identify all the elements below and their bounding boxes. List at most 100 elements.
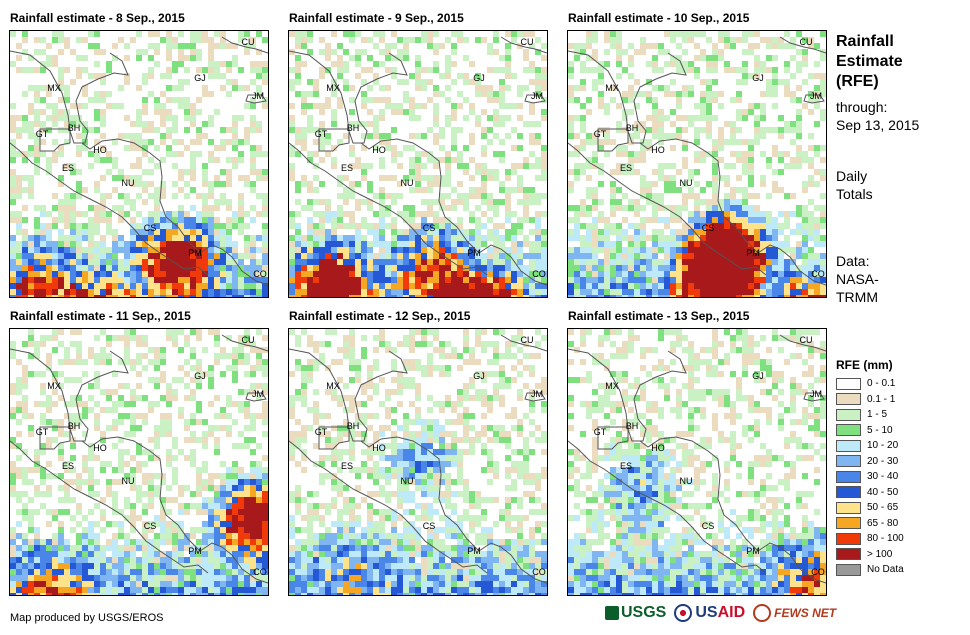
rainfall-cell bbox=[262, 271, 268, 277]
rainfall-cell bbox=[748, 211, 754, 217]
rainfall-cell bbox=[688, 271, 694, 277]
rainfall-cell bbox=[355, 61, 361, 67]
rainfall-cell bbox=[289, 241, 295, 247]
rainfall-cell bbox=[493, 223, 499, 229]
rainfall-cell bbox=[295, 211, 301, 217]
rainfall-cell bbox=[10, 283, 16, 289]
rainfall-cell bbox=[88, 347, 94, 353]
rainfall-cell bbox=[505, 31, 511, 37]
rainfall-cell bbox=[142, 169, 148, 175]
rainfall-cell bbox=[511, 241, 517, 247]
rainfall-cell bbox=[445, 253, 451, 259]
rainfall-cell bbox=[148, 43, 154, 49]
rainfall-cell bbox=[154, 347, 160, 353]
rainfall-cell bbox=[142, 545, 148, 551]
rainfall-cell bbox=[343, 31, 349, 37]
rainfall-cell bbox=[433, 241, 439, 247]
rainfall-cell bbox=[373, 97, 379, 103]
rainfall-cell bbox=[202, 497, 208, 503]
rainfall-cell bbox=[142, 103, 148, 109]
rainfall-cell bbox=[415, 241, 421, 247]
rainfall-cell bbox=[820, 115, 826, 121]
rainfall-cell bbox=[172, 241, 178, 247]
rainfall-cell bbox=[100, 133, 106, 139]
rainfall-cell bbox=[34, 509, 40, 515]
rainfall-cell bbox=[688, 265, 694, 271]
coastline bbox=[245, 392, 267, 402]
rainfall-cell bbox=[439, 217, 445, 223]
rainfall-cell bbox=[307, 199, 313, 205]
rainfall-cell bbox=[214, 545, 220, 551]
rainfall-cell bbox=[628, 139, 634, 145]
rainfall-cell bbox=[313, 365, 319, 371]
rainfall-cell bbox=[493, 271, 499, 277]
rainfall-cell bbox=[214, 335, 220, 341]
rainfall-cell bbox=[28, 425, 34, 431]
rainfall-cell bbox=[487, 271, 493, 277]
rainfall-cell bbox=[433, 199, 439, 205]
rainfall-cell bbox=[481, 91, 487, 97]
rainfall-cell bbox=[586, 37, 592, 43]
rainfall-cell bbox=[385, 139, 391, 145]
rainfall-cell bbox=[433, 31, 439, 37]
rainfall-cell bbox=[766, 79, 772, 85]
rainfall-cell bbox=[760, 91, 766, 97]
rainfall-cell bbox=[178, 55, 184, 61]
panel-title-4: Rainfall estimate - 11 Sep., 2015 bbox=[10, 309, 191, 323]
rainfall-cell bbox=[289, 115, 295, 121]
rainfall-cell bbox=[688, 235, 694, 241]
rainfall-cell bbox=[487, 259, 493, 265]
rainfall-cell bbox=[367, 55, 373, 61]
rainfall-cell bbox=[22, 491, 28, 497]
rainfall-cell bbox=[487, 199, 493, 205]
rainfall-cell bbox=[40, 37, 46, 43]
rainfall-cell bbox=[718, 139, 724, 145]
rainfall-cell bbox=[766, 67, 772, 73]
rainfall-cell bbox=[415, 115, 421, 121]
rainfall-cell bbox=[196, 557, 202, 563]
rainfall-cell bbox=[391, 283, 397, 289]
rainfall-cell bbox=[238, 539, 244, 545]
rainfall-cell bbox=[784, 163, 790, 169]
coastline bbox=[10, 50, 129, 144]
rainfall-cell bbox=[754, 217, 760, 223]
rainfall-cell bbox=[337, 103, 343, 109]
rainfall-cell bbox=[712, 199, 718, 205]
rainfall-cell bbox=[712, 253, 718, 259]
coastline bbox=[500, 36, 547, 54]
rainfall-cell bbox=[535, 353, 541, 359]
rainfall-cell bbox=[118, 271, 124, 277]
rainfall-cell bbox=[730, 133, 736, 139]
rainfall-cell bbox=[676, 265, 682, 271]
country-label-co: CO bbox=[532, 269, 546, 279]
rainfall-cell bbox=[196, 383, 202, 389]
rainfall-cell bbox=[136, 413, 142, 419]
rainfall-cell bbox=[658, 133, 664, 139]
rainfall-cell bbox=[343, 67, 349, 73]
rainfall-cell bbox=[505, 103, 511, 109]
rainfall-cell bbox=[481, 151, 487, 157]
rainfall-cell bbox=[28, 587, 34, 593]
rainfall-cell bbox=[772, 85, 778, 91]
rainfall-cell bbox=[778, 127, 784, 133]
rainfall-cell bbox=[142, 145, 148, 151]
rainfall-cell bbox=[70, 557, 76, 563]
rainfall-cell bbox=[100, 253, 106, 259]
rainfall-cell bbox=[58, 485, 64, 491]
rainfall-cell bbox=[148, 401, 154, 407]
rainfall-cell bbox=[580, 139, 586, 145]
rainfall-cell bbox=[82, 295, 88, 297]
rainfall-cell bbox=[208, 211, 214, 217]
rainfall-cell bbox=[688, 37, 694, 43]
rainfall-cell bbox=[142, 109, 148, 115]
rainfall-map-4: CU MX GJ JM BH GT HO ES NU CS PM CO bbox=[9, 328, 269, 596]
rainfall-cell bbox=[106, 581, 112, 587]
rainfall-cell bbox=[46, 163, 52, 169]
rainfall-cell bbox=[790, 127, 796, 133]
rainfall-cell bbox=[124, 539, 130, 545]
rainfall-cell bbox=[148, 283, 154, 289]
rainfall-cell bbox=[469, 271, 475, 277]
rainfall-cell bbox=[142, 461, 148, 467]
rainfall-cell bbox=[40, 127, 46, 133]
rainfall-cell bbox=[250, 461, 256, 467]
